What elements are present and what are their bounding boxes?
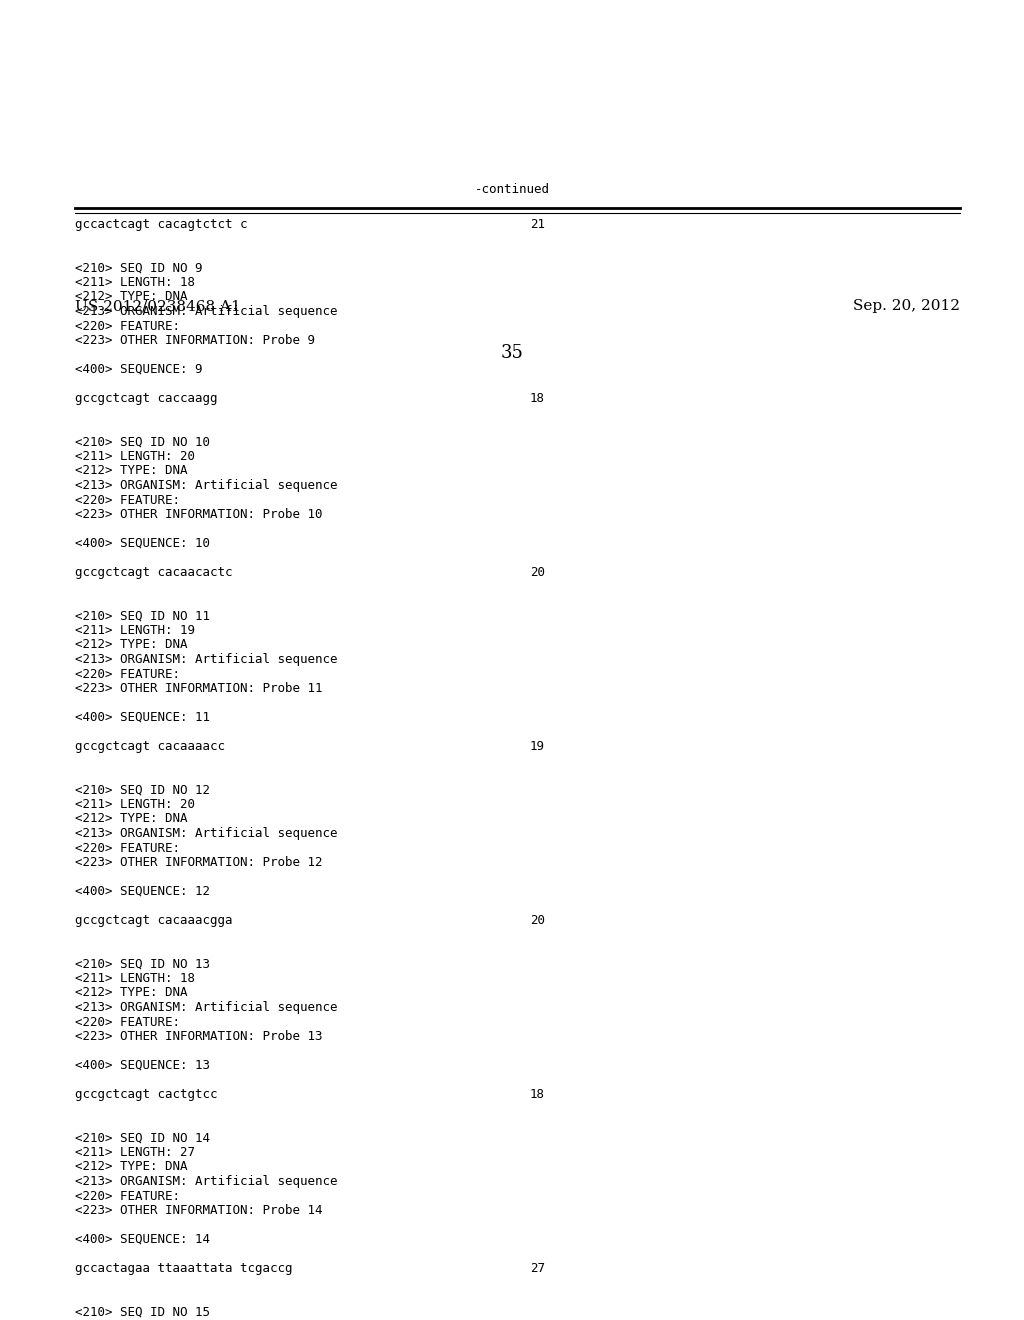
Text: <212> TYPE: DNA: <212> TYPE: DNA [75, 813, 187, 825]
Text: gccgctcagt cacaaacgga: gccgctcagt cacaaacgga [75, 913, 232, 927]
Text: <210> SEQ ID NO 15: <210> SEQ ID NO 15 [75, 1305, 210, 1319]
Text: gccgctcagt caccaagg: gccgctcagt caccaagg [75, 392, 217, 405]
Text: gccgctcagt cacaacactc: gccgctcagt cacaacactc [75, 566, 232, 579]
Text: gccgctcagt cacaaaacc: gccgctcagt cacaaaacc [75, 741, 225, 752]
Text: Sep. 20, 2012: Sep. 20, 2012 [853, 300, 961, 313]
Text: 18: 18 [530, 1088, 545, 1101]
Text: gccactagaa ttaaattata tcgaccg: gccactagaa ttaaattata tcgaccg [75, 1262, 293, 1275]
Text: <223> OTHER INFORMATION: Probe 11: <223> OTHER INFORMATION: Probe 11 [75, 682, 323, 696]
Text: <211> LENGTH: 18: <211> LENGTH: 18 [75, 276, 195, 289]
Text: US 2012/0238468 A1: US 2012/0238468 A1 [75, 300, 241, 313]
Text: <220> FEATURE:: <220> FEATURE: [75, 842, 180, 854]
Text: 35: 35 [501, 345, 523, 362]
Text: <211> LENGTH: 20: <211> LENGTH: 20 [75, 799, 195, 810]
Text: <213> ORGANISM: Artificial sequence: <213> ORGANISM: Artificial sequence [75, 1175, 338, 1188]
Text: <220> FEATURE:: <220> FEATURE: [75, 1015, 180, 1028]
Text: <220> FEATURE:: <220> FEATURE: [75, 494, 180, 507]
Text: <213> ORGANISM: Artificial sequence: <213> ORGANISM: Artificial sequence [75, 828, 338, 840]
Text: <210> SEQ ID NO 12: <210> SEQ ID NO 12 [75, 784, 210, 796]
Text: <213> ORGANISM: Artificial sequence: <213> ORGANISM: Artificial sequence [75, 653, 338, 667]
Text: <210> SEQ ID NO 10: <210> SEQ ID NO 10 [75, 436, 210, 449]
Text: <400> SEQUENCE: 11: <400> SEQUENCE: 11 [75, 711, 210, 723]
Text: <220> FEATURE:: <220> FEATURE: [75, 319, 180, 333]
Text: <211> LENGTH: 27: <211> LENGTH: 27 [75, 1146, 195, 1159]
Text: <220> FEATURE:: <220> FEATURE: [75, 668, 180, 681]
Text: <220> FEATURE:: <220> FEATURE: [75, 1189, 180, 1203]
Text: <223> OTHER INFORMATION: Probe 9: <223> OTHER INFORMATION: Probe 9 [75, 334, 315, 347]
Text: <210> SEQ ID NO 13: <210> SEQ ID NO 13 [75, 957, 210, 970]
Text: <210> SEQ ID NO 11: <210> SEQ ID NO 11 [75, 610, 210, 623]
Text: <212> TYPE: DNA: <212> TYPE: DNA [75, 639, 187, 652]
Text: <223> OTHER INFORMATION: Probe 14: <223> OTHER INFORMATION: Probe 14 [75, 1204, 323, 1217]
Text: 20: 20 [530, 913, 545, 927]
Text: 21: 21 [530, 218, 545, 231]
Text: 20: 20 [530, 566, 545, 579]
Text: <212> TYPE: DNA: <212> TYPE: DNA [75, 465, 187, 478]
Text: <210> SEQ ID NO 14: <210> SEQ ID NO 14 [75, 1131, 210, 1144]
Text: <211> LENGTH: 18: <211> LENGTH: 18 [75, 972, 195, 985]
Text: <212> TYPE: DNA: <212> TYPE: DNA [75, 986, 187, 999]
Text: <223> OTHER INFORMATION: Probe 13: <223> OTHER INFORMATION: Probe 13 [75, 1030, 323, 1043]
Text: <400> SEQUENCE: 13: <400> SEQUENCE: 13 [75, 1059, 210, 1072]
Text: <400> SEQUENCE: 12: <400> SEQUENCE: 12 [75, 884, 210, 898]
Text: <210> SEQ ID NO 9: <210> SEQ ID NO 9 [75, 261, 203, 275]
Text: <400> SEQUENCE: 9: <400> SEQUENCE: 9 [75, 363, 203, 376]
Text: <400> SEQUENCE: 10: <400> SEQUENCE: 10 [75, 537, 210, 550]
Text: <223> OTHER INFORMATION: Probe 10: <223> OTHER INFORMATION: Probe 10 [75, 508, 323, 521]
Text: <212> TYPE: DNA: <212> TYPE: DNA [75, 1160, 187, 1173]
Text: gccgctcagt cactgtcc: gccgctcagt cactgtcc [75, 1088, 217, 1101]
Text: <223> OTHER INFORMATION: Probe 12: <223> OTHER INFORMATION: Probe 12 [75, 855, 323, 869]
Text: -continued: -continued [474, 183, 550, 195]
Text: <400> SEQUENCE: 14: <400> SEQUENCE: 14 [75, 1233, 210, 1246]
Text: <213> ORGANISM: Artificial sequence: <213> ORGANISM: Artificial sequence [75, 1001, 338, 1014]
Text: <211> LENGTH: 19: <211> LENGTH: 19 [75, 624, 195, 638]
Text: 27: 27 [530, 1262, 545, 1275]
Text: <213> ORGANISM: Artificial sequence: <213> ORGANISM: Artificial sequence [75, 305, 338, 318]
Text: <211> LENGTH: 20: <211> LENGTH: 20 [75, 450, 195, 463]
Text: 18: 18 [530, 392, 545, 405]
Text: <212> TYPE: DNA: <212> TYPE: DNA [75, 290, 187, 304]
Text: <213> ORGANISM: Artificial sequence: <213> ORGANISM: Artificial sequence [75, 479, 338, 492]
Text: 19: 19 [530, 741, 545, 752]
Text: gccactcagt cacagtctct c: gccactcagt cacagtctct c [75, 218, 248, 231]
